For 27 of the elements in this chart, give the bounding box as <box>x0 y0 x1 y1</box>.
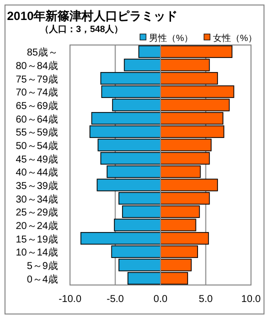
x-tick-label: 5.0 <box>198 294 214 305</box>
y-tick-label: 50～54歳 <box>16 140 58 152</box>
y-tick-label: 20～24歳 <box>16 220 58 232</box>
y-tick-label: 75～79歳 <box>16 73 58 86</box>
y-tick-label: 60～64歳 <box>16 113 58 126</box>
y-tick-label: 80～84歳 <box>16 60 58 72</box>
y-tick-label: 65～69歳 <box>16 100 58 112</box>
y-tick-label: 85歳～ <box>26 46 58 59</box>
legend-label: 男性（%） <box>149 33 194 43</box>
y-tick-label: 70～74歳 <box>16 86 58 99</box>
y-tick-label: 0～4歳 <box>26 273 58 286</box>
y-tick-label: 5～9歳 <box>26 260 58 272</box>
y-tick-label: 25～29歳 <box>16 206 58 219</box>
y-tick-label: 10～14歳 <box>16 246 58 259</box>
y-tick-label: 45～49歳 <box>16 153 58 166</box>
y-tick-label: 40～44歳 <box>16 166 58 179</box>
y-tick-label: 15～19歳 <box>16 233 58 246</box>
chart-title: 2010年新篠津村人口ピラミッド <box>7 9 178 23</box>
chart-subtitle: （人口：3，548人） <box>40 24 124 34</box>
x-tick-label: -10.0 <box>58 294 82 305</box>
y-tick-label: 30～34歳 <box>16 193 58 206</box>
x-tick-label: 10.0 <box>241 294 262 305</box>
y-tick-label: 35～39歳 <box>16 180 58 192</box>
legend-label: 女性（%） <box>213 33 258 43</box>
x-tick-label: 0.0 <box>154 294 168 305</box>
x-tick-label: -5.0 <box>106 294 124 305</box>
y-tick-label: 55～59歳 <box>16 126 58 139</box>
